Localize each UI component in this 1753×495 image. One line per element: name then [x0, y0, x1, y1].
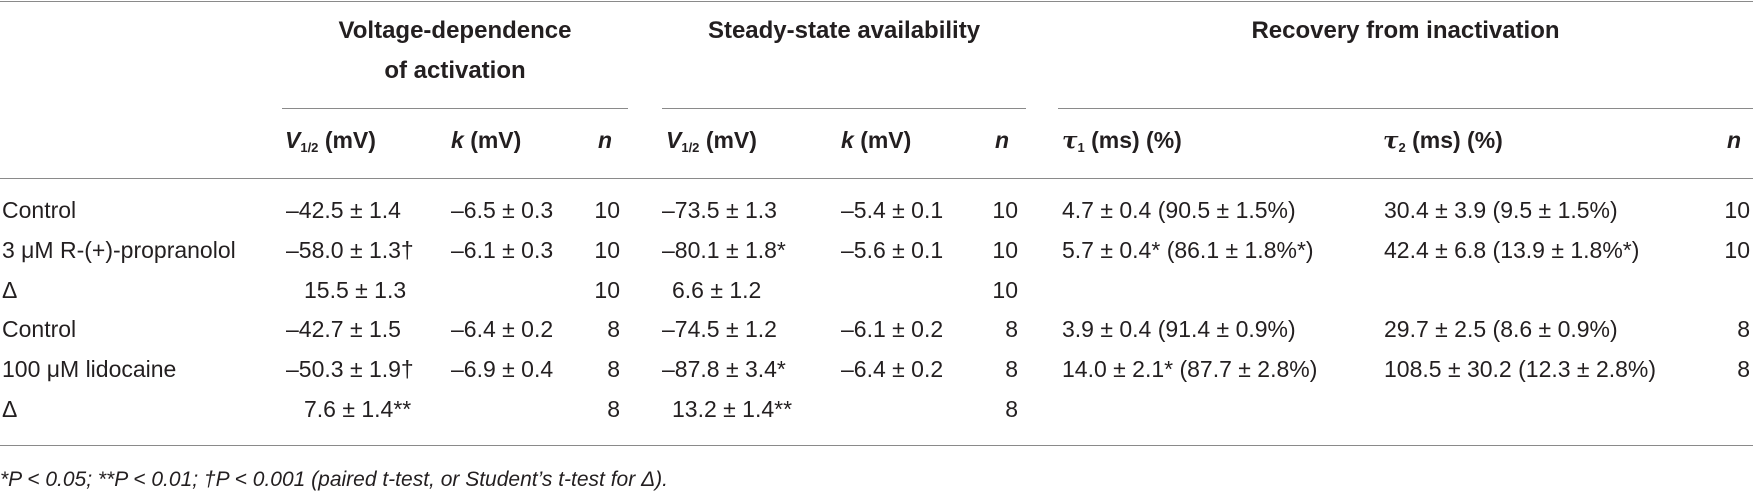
cell-act-n: 10: [594, 237, 620, 263]
top-rule: [0, 1, 1753, 2]
cell-rec-n: 8: [1737, 316, 1750, 342]
cell-ssa-k: –6.4 ± 0.2: [841, 356, 944, 382]
col-header-act-k: k (mV): [451, 127, 522, 153]
cell-act-v: –42.7 ± 1.5: [286, 316, 401, 342]
col-header-act-n: n: [598, 127, 613, 153]
cell-tau2: 30.4 ± 3.9 (9.5 ± 1.5%): [1384, 197, 1618, 223]
cell-ssa-k: –5.4 ± 0.1: [841, 197, 944, 223]
cell-act-v: 15.5 ± 1.3: [304, 277, 407, 303]
availability-group-rule: [662, 108, 1026, 109]
col-header-ssa-n: n: [995, 127, 1010, 153]
cell-label: Control: [2, 316, 77, 342]
recovery-group-rule: [1058, 108, 1753, 109]
col-header-tau2: τ2 (ms) (%): [1383, 127, 1503, 155]
cell-act-n: 10: [594, 277, 620, 303]
cell-act-k: –6.1 ± 0.3: [451, 237, 554, 263]
cell-ssa-n: 10: [992, 237, 1018, 263]
activation-group-rule: [282, 108, 628, 109]
cell-label: Δ: [2, 396, 18, 422]
cell-act-v: –42.5 ± 1.4: [286, 197, 401, 223]
cell-ssa-v: –87.8 ± 3.4*: [662, 356, 786, 382]
cell-act-n: 10: [594, 197, 620, 223]
cell-label: Δ: [2, 277, 18, 303]
cell-ssa-n: 8: [1005, 316, 1018, 342]
cell-ssa-v: 13.2 ± 1.4**: [672, 396, 793, 422]
cell-ssa-v: –73.5 ± 1.3: [662, 197, 777, 223]
cell-tau1: 5.7 ± 0.4* (86.1 ± 1.8%*): [1062, 237, 1314, 263]
cell-ssa-n: 8: [1005, 356, 1018, 382]
cell-ssa-v: 6.6 ± 1.2: [672, 277, 762, 303]
col-header-tau1: τ1 (ms) (%): [1062, 127, 1182, 155]
cell-act-k: –6.5 ± 0.3: [451, 197, 554, 223]
cell-act-k: –6.9 ± 0.4: [451, 356, 554, 382]
group-header-availability: Steady-state availability: [707, 17, 981, 44]
footnote: *P < 0.05; **P < 0.01; †P < 0.001 (paire…: [0, 468, 668, 491]
cell-rec-n: 10: [1724, 197, 1750, 223]
cell-tau2: 29.7 ± 2.5 (8.6 ± 0.9%): [1384, 316, 1618, 342]
col-header-act-v-half: V1/2 (mV): [285, 127, 376, 155]
cell-ssa-n: 8: [1005, 396, 1018, 422]
cell-label: 3 μM R-(+)-propranolol: [2, 237, 236, 263]
cell-tau2: 42.4 ± 6.8 (13.9 ± 1.8%*): [1384, 237, 1640, 263]
cell-act-n: 8: [607, 356, 620, 382]
group-header-recovery: Recovery from inactivation: [1251, 17, 1560, 44]
col-header-ssa-v-half: V1/2 (mV): [666, 127, 757, 155]
col-header-ssa-k: k (mV): [841, 127, 912, 153]
cell-label: Control: [2, 197, 77, 223]
cell-tau1: 14.0 ± 2.1* (87.7 ± 2.8%): [1062, 356, 1318, 382]
cell-tau1: 4.7 ± 0.4 (90.5 ± 1.5%): [1062, 197, 1296, 223]
cell-rec-n: 10: [1724, 237, 1750, 263]
cell-ssa-k: –6.1 ± 0.2: [841, 316, 944, 342]
group-header-activation-line2: of activation: [384, 57, 526, 84]
cell-act-n: 8: [607, 396, 620, 422]
cell-tau2: 108.5 ± 30.2 (12.3 ± 2.8%): [1384, 356, 1657, 382]
cell-ssa-n: 10: [992, 277, 1018, 303]
cell-ssa-v: –74.5 ± 1.2: [662, 316, 777, 342]
cell-label: 100 μM lidocaine: [2, 356, 177, 382]
cell-act-v: –50.3 ± 1.9†: [286, 356, 414, 382]
cell-rec-n: 8: [1737, 356, 1750, 382]
cell-act-v: 7.6 ± 1.4**: [304, 396, 412, 422]
cell-tau1: 3.9 ± 0.4 (91.4 ± 0.9%): [1062, 316, 1296, 342]
cell-ssa-v: –80.1 ± 1.8*: [662, 237, 786, 263]
table-bottom-rule: [0, 445, 1753, 446]
cell-ssa-k: –5.6 ± 0.1: [841, 237, 944, 263]
group-header-activation-line1: Voltage-dependence: [338, 17, 572, 44]
cell-ssa-n: 10: [992, 197, 1018, 223]
cell-act-v: –58.0 ± 1.3†: [286, 237, 414, 263]
col-header-rec-n: n: [1727, 127, 1742, 153]
cell-act-n: 8: [607, 316, 620, 342]
cell-act-k: –6.4 ± 0.2: [451, 316, 554, 342]
header-bottom-rule: [0, 178, 1753, 179]
